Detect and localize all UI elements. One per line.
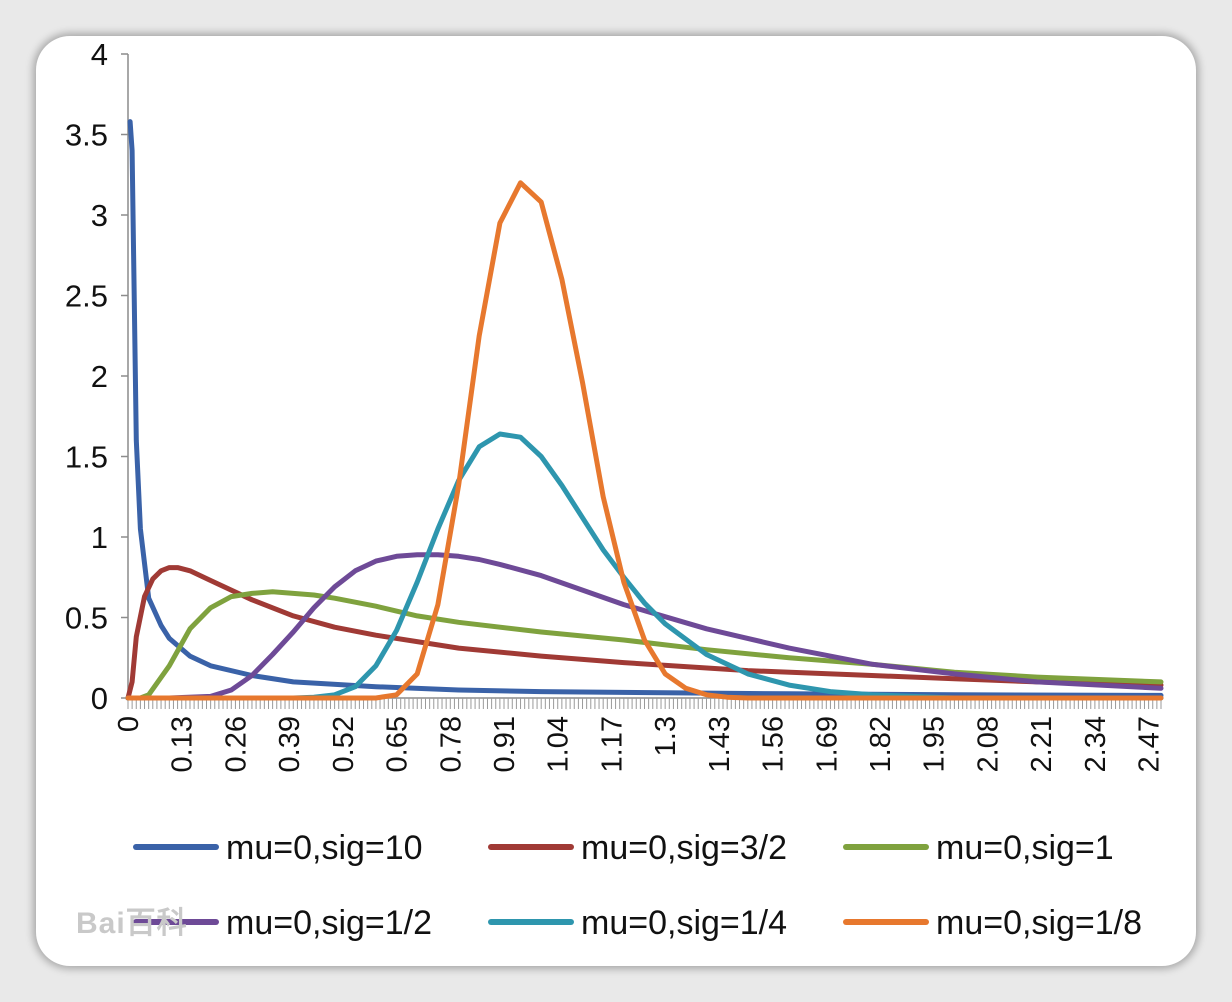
legend-label-3: mu=0,sig=1: [936, 829, 1114, 867]
series-line-4: [125, 552, 1164, 701]
x-tick-label: 1.69: [811, 716, 843, 772]
y-tick-label: 0: [91, 681, 108, 716]
x-tick-label: 0.91: [489, 716, 521, 772]
x-tick-label: 0.39: [274, 716, 306, 772]
chart-card: 0 0.5 1 1.5 2 2.5 3 3.5 4 0 0.13 0.26 0.39 0.52 0.65 0.…: [36, 36, 1196, 966]
x-tick-label: 2.08: [972, 716, 1004, 772]
x-tick-label: 0.78: [435, 716, 467, 772]
y-tick-label: 1: [91, 520, 108, 555]
y-tick-label: 1.5: [65, 440, 108, 475]
x-tick-label: 2.34: [1080, 716, 1112, 772]
x-tick-label: 1.95: [919, 716, 951, 772]
x-tick-label: 1.82: [865, 716, 897, 772]
x-tick-label: 1.17: [596, 716, 628, 772]
series-line-1: [127, 119, 1164, 698]
x-tick-label: 0.52: [328, 716, 360, 772]
series-layer: [125, 119, 1164, 701]
y-tick-label: 3: [91, 198, 108, 233]
y-tick-label: 0.5: [65, 601, 108, 636]
series-line-6: [125, 180, 1164, 701]
x-tick-label: 1.04: [543, 716, 575, 772]
y-tick-label: 2: [91, 359, 108, 394]
series-line-5: [125, 431, 1164, 701]
y-tick-label: 4: [91, 37, 108, 72]
x-tick-label: 0.13: [167, 716, 199, 772]
legend-label-5: mu=0,sig=1/4: [581, 904, 787, 942]
series-line-3: [125, 589, 1164, 701]
x-tick-label: 1.43: [704, 716, 736, 772]
legend-label-4: mu=0,sig=1/2: [226, 904, 432, 942]
series-line-2: [125, 565, 1164, 701]
x-tick-label: 2.47: [1134, 716, 1166, 772]
legend-label-1: mu=0,sig=10: [226, 829, 423, 867]
x-tick-label: 0.65: [382, 716, 414, 772]
legend-label-6: mu=0,sig=1/8: [936, 904, 1142, 942]
x-tick-label: 0.26: [220, 716, 252, 772]
x-tick-label: 0: [113, 716, 145, 732]
x-tick-label: 1.56: [758, 716, 790, 772]
legend: mu=0,sig=10 mu=0,sig=3/2 mu=0,sig=1 mu=0,si…: [133, 829, 1142, 942]
plot-area: 0 0.5 1 1.5 2 2.5 3 3.5 4 0 0.13 0.26 0.39 0.52 0.65 0.…: [65, 37, 1166, 772]
line-chart: 0 0.5 1 1.5 2 2.5 3 3.5 4 0 0.13 0.26 0.39 0.52 0.65 0.…: [65, 37, 1166, 942]
x-tick-label: 1.3: [650, 716, 682, 756]
legend-label-2: mu=0,sig=3/2: [581, 829, 787, 867]
watermark-logo: Bai百科: [76, 907, 188, 940]
x-minor-ticks: [127, 698, 1162, 709]
x-tick-label: 2.21: [1026, 716, 1058, 772]
y-tick-label: 2.5: [65, 279, 108, 314]
y-tick-label: 3.5: [65, 118, 108, 153]
